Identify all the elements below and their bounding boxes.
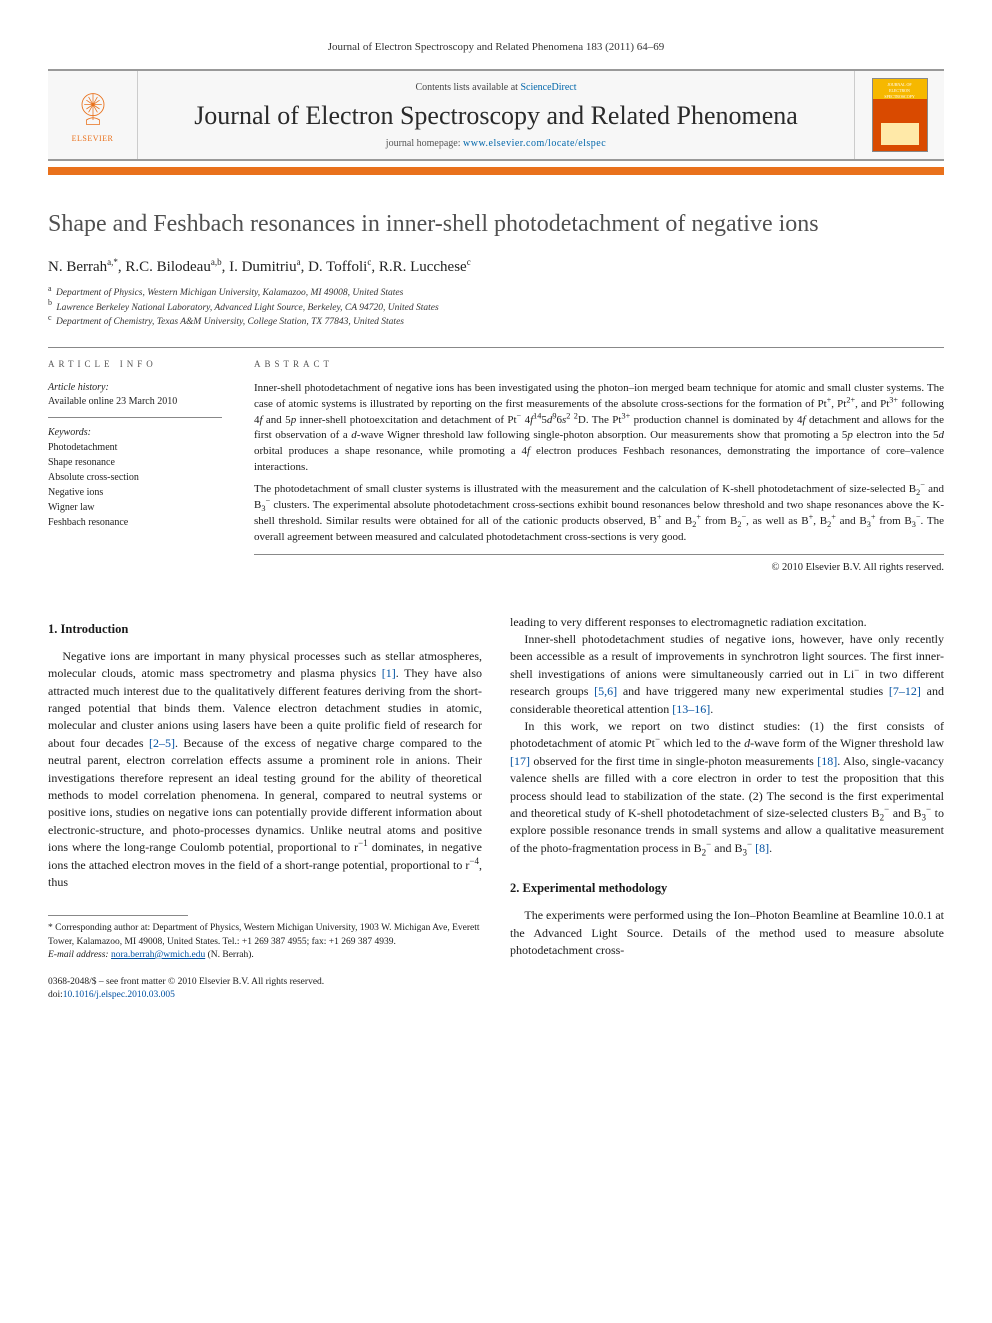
sciencedirect-link[interactable]: ScienceDirect — [520, 82, 576, 93]
affil-key: b — [48, 298, 52, 307]
doi-block: 0368-2048/$ – see front matter © 2010 El… — [48, 976, 482, 1003]
body-col-right: leading to very different responses to e… — [510, 614, 944, 1003]
keyword: Wigner law — [48, 500, 222, 515]
corresponding-author-footnote: * Corresponding author at: Department of… — [48, 922, 482, 962]
journal-name: Journal of Electron Spectroscopy and Rel… — [146, 101, 846, 131]
intro-para-2: Inner-shell photodetachment studies of n… — [510, 631, 944, 718]
keywords-list: Photodetachment Shape resonance Absolute… — [48, 440, 222, 530]
article-title: Shape and Feshbach resonances in inner-s… — [48, 209, 944, 239]
affil-text: Lawrence Berkeley National Laboratory, A… — [56, 303, 438, 313]
article-history-block: Article history: Available online 23 Mar… — [48, 381, 222, 418]
abstract-copyright: © 2010 Elsevier B.V. All rights reserved… — [254, 561, 944, 576]
contents-line: Contents lists available at ScienceDirec… — [146, 81, 846, 95]
email-label: E-mail address: — [48, 950, 109, 960]
front-matter-line: 0368-2048/$ – see front matter © 2010 El… — [48, 976, 482, 989]
abstract-column: ABSTRACT Inner-shell photodetachment of … — [236, 348, 944, 586]
journal-cover-cell: JOURNAL OF ELECTRON SPECTROSCOPY — [854, 71, 944, 159]
homepage-link[interactable]: www.elsevier.com/locate/elspec — [463, 138, 606, 149]
author-list: N. Berraha,*, R.C. Bilodeaua,b, I. Dumit… — [48, 257, 944, 278]
affil-key: c — [48, 313, 52, 322]
corr-author-text: * Corresponding author at: Department of… — [48, 922, 482, 949]
keyword: Negative ions — [48, 485, 222, 500]
affiliation-b: b Lawrence Berkeley National Laboratory,… — [48, 301, 944, 315]
abstract-heading: ABSTRACT — [254, 358, 944, 371]
abstract-para-2: The photodetachment of small cluster sys… — [254, 482, 944, 546]
body-two-column: 1. Introduction Negative ions are import… — [48, 614, 944, 1003]
body-col-left: 1. Introduction Negative ions are import… — [48, 614, 482, 1003]
history-value: Available online 23 March 2010 — [48, 395, 222, 409]
corr-email-line: E-mail address: nora.berrah@wmich.edu (N… — [48, 949, 482, 962]
journal-homepage: journal homepage: www.elsevier.com/locat… — [146, 137, 846, 151]
affil-text: Department of Physics, Western Michigan … — [56, 288, 403, 298]
corr-email-link[interactable]: nora.berrah@wmich.edu — [111, 950, 205, 960]
masthead-center: Contents lists available at ScienceDirec… — [138, 71, 854, 159]
doi-prefix: doi: — [48, 990, 63, 1000]
elsevier-logo: ELSEVIER — [71, 87, 115, 144]
journal-masthead: ELSEVIER Contents lists available at Sci… — [48, 69, 944, 161]
article-info-sidebar: ARTICLE INFO Article history: Available … — [48, 348, 236, 586]
doi-line: doi:10.1016/j.elspec.2010.03.005 — [48, 989, 482, 1002]
doi-link[interactable]: 10.1016/j.elspec.2010.03.005 — [63, 990, 175, 1000]
keyword: Absolute cross-section — [48, 470, 222, 485]
article-info-heading: ARTICLE INFO — [48, 358, 222, 371]
footnote-separator — [48, 915, 188, 916]
affiliation-list: a Department of Physics, Western Michiga… — [48, 286, 944, 329]
info-abstract-row: ARTICLE INFO Article history: Available … — [48, 347, 944, 586]
section-2-heading: 2. Experimental methodology — [510, 879, 944, 897]
affiliation-a: a Department of Physics, Western Michiga… — [48, 286, 944, 300]
abstract-para-1: Inner-shell photodetachment of negative … — [254, 381, 944, 477]
keywords-label: Keywords: — [48, 426, 222, 440]
section-1-heading: 1. Introduction — [48, 620, 482, 638]
homepage-prefix: journal homepage: — [386, 138, 463, 149]
cover-line-3: SPECTROSCOPY — [884, 94, 914, 100]
history-label: Article history: — [48, 381, 222, 395]
publisher-logo-cell: ELSEVIER — [48, 71, 138, 159]
keywords-block: Keywords: Photodetachment Shape resonanc… — [48, 426, 222, 538]
keyword: Photodetachment — [48, 440, 222, 455]
elsevier-tree-icon — [71, 87, 115, 131]
abstract-rule — [254, 554, 944, 559]
intro-continued: leading to very different responses to e… — [510, 614, 944, 631]
journal-cover-thumbnail: JOURNAL OF ELECTRON SPECTROSCOPY — [872, 78, 928, 152]
running-head: Journal of Electron Spectroscopy and Rel… — [48, 40, 944, 55]
affil-key: a — [48, 284, 52, 293]
intro-para-3: In this work, we report on two distinct … — [510, 718, 944, 857]
publisher-label: ELSEVIER — [72, 133, 114, 144]
affiliation-c: c Department of Chemistry, Texas A&M Uni… — [48, 315, 944, 329]
email-attribution: (N. Berrah). — [208, 950, 254, 960]
keyword: Feshbach resonance — [48, 515, 222, 530]
contents-prefix: Contents lists available at — [415, 82, 520, 93]
sec2-para-1: The experiments were performed using the… — [510, 907, 944, 959]
accent-rule — [48, 167, 944, 175]
affil-text: Department of Chemistry, Texas A&M Unive… — [56, 317, 404, 327]
keyword: Shape resonance — [48, 455, 222, 470]
intro-para-1: Negative ions are important in many phys… — [48, 648, 482, 891]
